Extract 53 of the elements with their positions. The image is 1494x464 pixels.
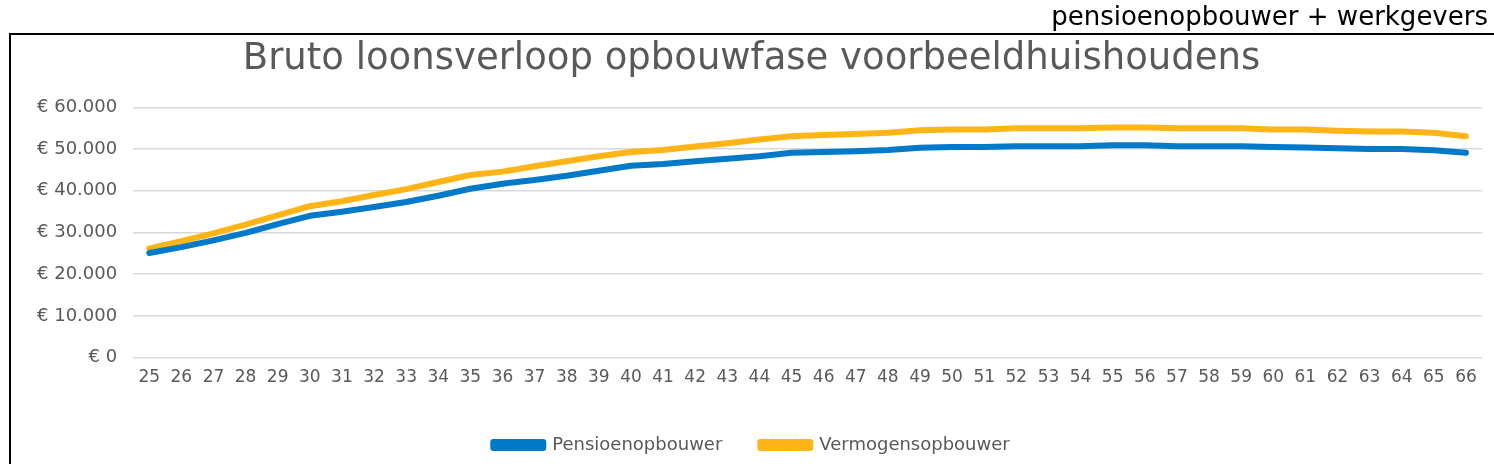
x-tick-label: 62 <box>1326 366 1349 387</box>
x-tick-label: 25 <box>138 366 161 387</box>
x-tick-label: 44 <box>748 366 771 387</box>
x-tick-label: 28 <box>234 366 257 387</box>
x-tick-label: 60 <box>1262 366 1285 387</box>
x-tick-label: 55 <box>1101 366 1124 387</box>
x-tick-label: 43 <box>716 366 739 387</box>
x-tick-label: 59 <box>1230 366 1252 387</box>
x-tick-label: 64 <box>1390 366 1413 387</box>
x-tick-label: 31 <box>331 366 353 387</box>
legend-label: Vermogensopbouwer <box>819 432 1011 454</box>
y-tick-label: € 40.000 <box>37 178 118 200</box>
x-tick-label: 41 <box>652 366 674 387</box>
x-tick-label: 39 <box>588 366 610 387</box>
y-tick-label: € 10.000 <box>37 303 118 325</box>
x-tick-label: 58 <box>1198 366 1220 387</box>
x-tick-label: 63 <box>1358 366 1381 387</box>
x-tick-label: 65 <box>1423 366 1445 387</box>
x-tick-label: 49 <box>909 366 931 387</box>
x-tick-label: 27 <box>202 366 225 387</box>
text: pensioenopbouwer + werkgevers <box>1051 1 1488 31</box>
x-tick-label: 66 <box>1455 366 1477 387</box>
x-tick-label: 38 <box>555 366 578 387</box>
y-tick-label: € 60.000 <box>37 95 118 117</box>
x-tick-label: 47 <box>844 366 867 387</box>
x-tick-label: 40 <box>620 366 642 387</box>
x-tick-label: 51 <box>973 366 996 387</box>
x-tick-label: 30 <box>298 366 321 387</box>
x-tick-label: 52 <box>1005 366 1028 387</box>
x-tick-label: 50 <box>941 366 963 387</box>
x-tick-label: 29 <box>266 366 289 387</box>
x-tick-label: 42 <box>684 366 706 387</box>
y-tick-label: € 0 <box>88 345 118 367</box>
y-tick-label: € 50.000 <box>37 136 118 158</box>
x-tick-label: 37 <box>523 366 546 387</box>
chart-title: Bruto loonsverloop opbouwfase voorbeeldhuishoudens <box>242 34 1261 78</box>
x-tick-label: 26 <box>170 366 193 387</box>
x-tick-label: 56 <box>1133 366 1156 387</box>
x-tick-label: 45 <box>780 366 803 387</box>
y-tick-label: € 20.000 <box>37 261 118 283</box>
x-tick-label: 57 <box>1166 366 1188 387</box>
x-tick-label: 35 <box>459 366 482 387</box>
x-tick-label: 61 <box>1294 366 1317 387</box>
legend-label: Pensioenopbouwer <box>552 432 723 454</box>
x-tick-label: 33 <box>395 366 417 387</box>
x-tick-label: 48 <box>877 366 899 387</box>
x-tick-label: 53 <box>1037 366 1060 387</box>
y-tick-label: € 30.000 <box>37 220 118 242</box>
x-tick-label: 34 <box>427 366 450 387</box>
x-tick-label: 46 <box>812 366 835 387</box>
x-tick-label: 54 <box>1069 366 1092 387</box>
x-tick-label: 32 <box>363 366 385 387</box>
x-tick-label: 36 <box>491 366 514 387</box>
